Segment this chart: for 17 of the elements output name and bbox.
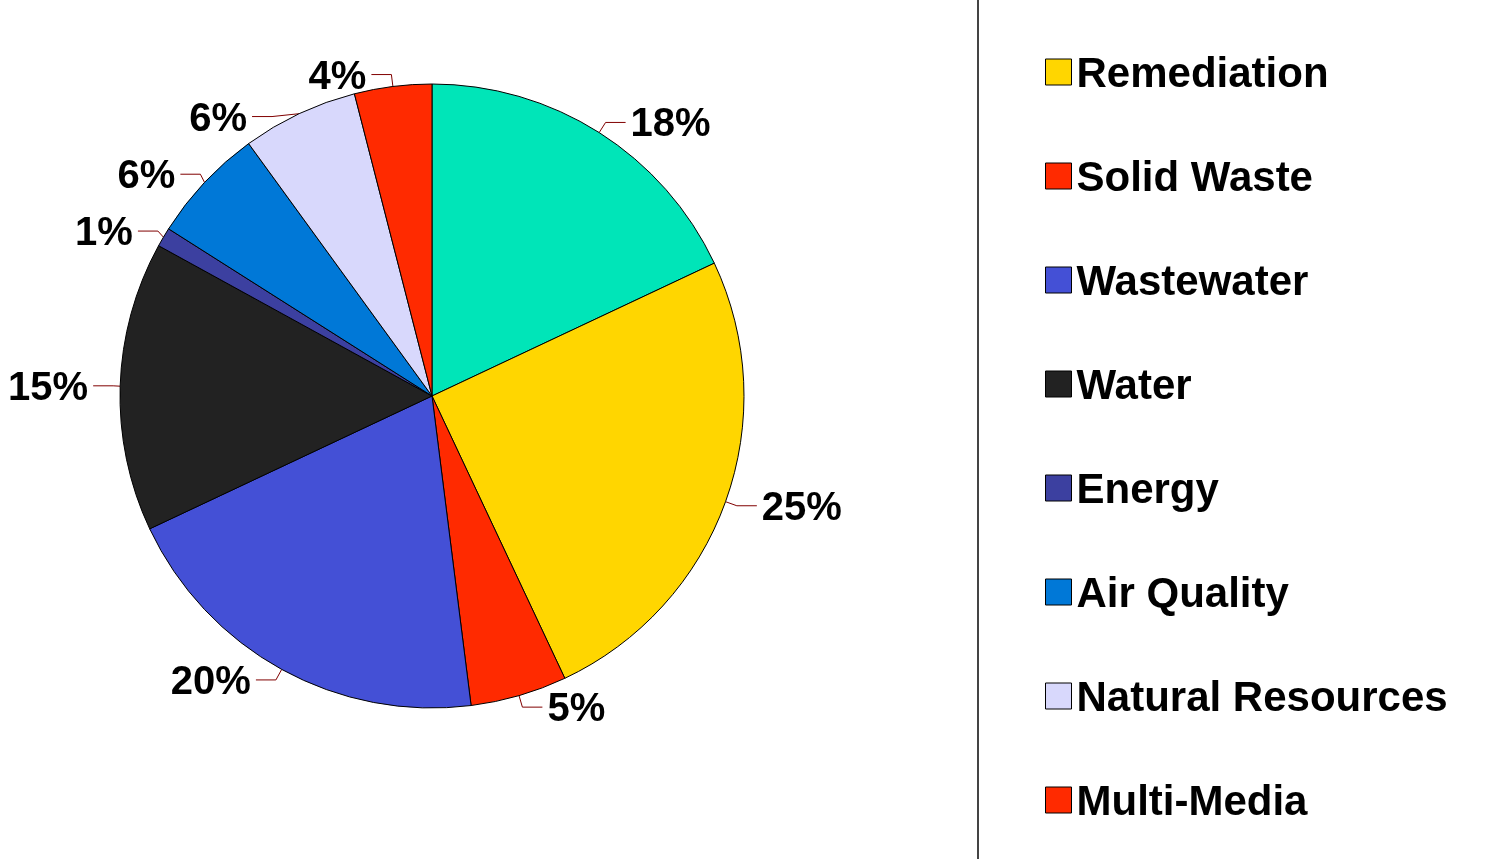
data-label: 1% — [75, 209, 133, 254]
legend-label: Multi-Media — [1076, 776, 1309, 824]
data-label: 6% — [189, 94, 248, 139]
legend-label: Energy — [1076, 464, 1220, 512]
legend-label: Wastewater — [1076, 256, 1309, 304]
data-label: 18% — [630, 100, 711, 145]
data-label: 5% — [547, 685, 606, 730]
data-label: 6% — [117, 152, 176, 197]
legend-label: Remediation — [1076, 48, 1329, 96]
data-label: 4% — [308, 52, 367, 97]
data-label: 15% — [8, 363, 89, 408]
legend-label: Air Quality — [1076, 568, 1290, 616]
legend-label: Natural Resources — [1076, 672, 1448, 720]
legend-label: Solid Waste — [1076, 152, 1313, 200]
data-label: 20% — [170, 657, 251, 702]
data-label: 25% — [761, 483, 842, 528]
legend-label: Water — [1076, 360, 1192, 408]
